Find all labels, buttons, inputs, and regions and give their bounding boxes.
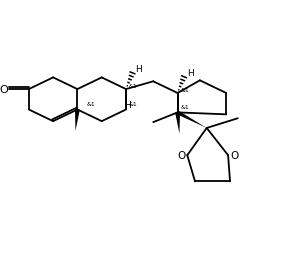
Text: &1: &1 (180, 87, 189, 92)
Text: &1: &1 (86, 102, 95, 107)
Text: &1: &1 (129, 83, 138, 88)
Polygon shape (75, 110, 80, 131)
Text: H: H (125, 101, 131, 110)
Polygon shape (175, 113, 180, 134)
Text: O: O (0, 85, 8, 95)
Text: H: H (187, 69, 194, 78)
Polygon shape (177, 111, 207, 129)
Text: O: O (231, 151, 239, 161)
Text: &1: &1 (129, 102, 138, 107)
Text: H: H (135, 65, 142, 74)
Text: &1: &1 (180, 105, 189, 110)
Text: O: O (177, 151, 186, 161)
